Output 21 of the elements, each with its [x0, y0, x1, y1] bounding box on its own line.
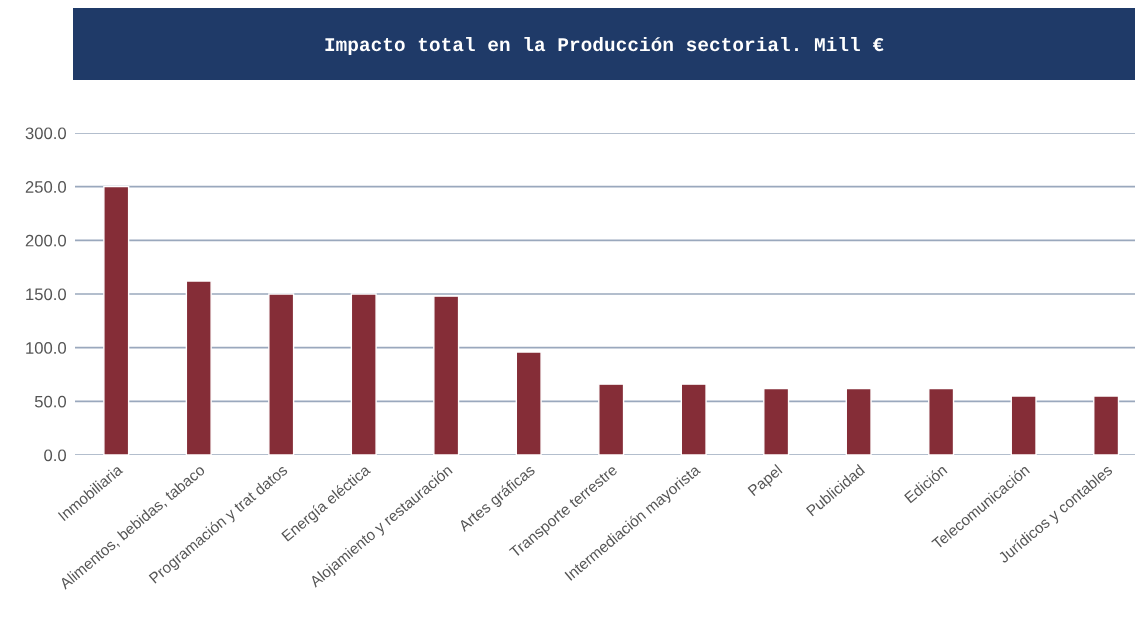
y-tick-label: 100.0 — [26, 342, 67, 354]
y-tick-label: 250.0 — [25, 181, 67, 193]
y-tick-label: 150.0 — [26, 288, 67, 301]
y-tick-label: 50.0 — [34, 395, 67, 408]
y-tick-label: 200.0 — [25, 234, 67, 247]
bar — [598, 383, 625, 455]
bar — [350, 293, 377, 455]
chart-title: Impacto total en la Producción sectorial. Mill € — [325, 36, 884, 56]
bar — [763, 387, 790, 455]
y-tick-label: 300.0 — [25, 127, 67, 140]
bar — [680, 383, 707, 455]
bar — [268, 293, 295, 455]
bar — [185, 280, 212, 455]
bar — [845, 387, 872, 455]
bar — [433, 295, 460, 455]
bar — [1010, 395, 1037, 455]
bar — [928, 387, 955, 455]
bar — [103, 185, 130, 455]
bar — [1093, 395, 1120, 455]
bar — [515, 351, 542, 455]
y-tick-label: 0.0 — [44, 449, 67, 462]
